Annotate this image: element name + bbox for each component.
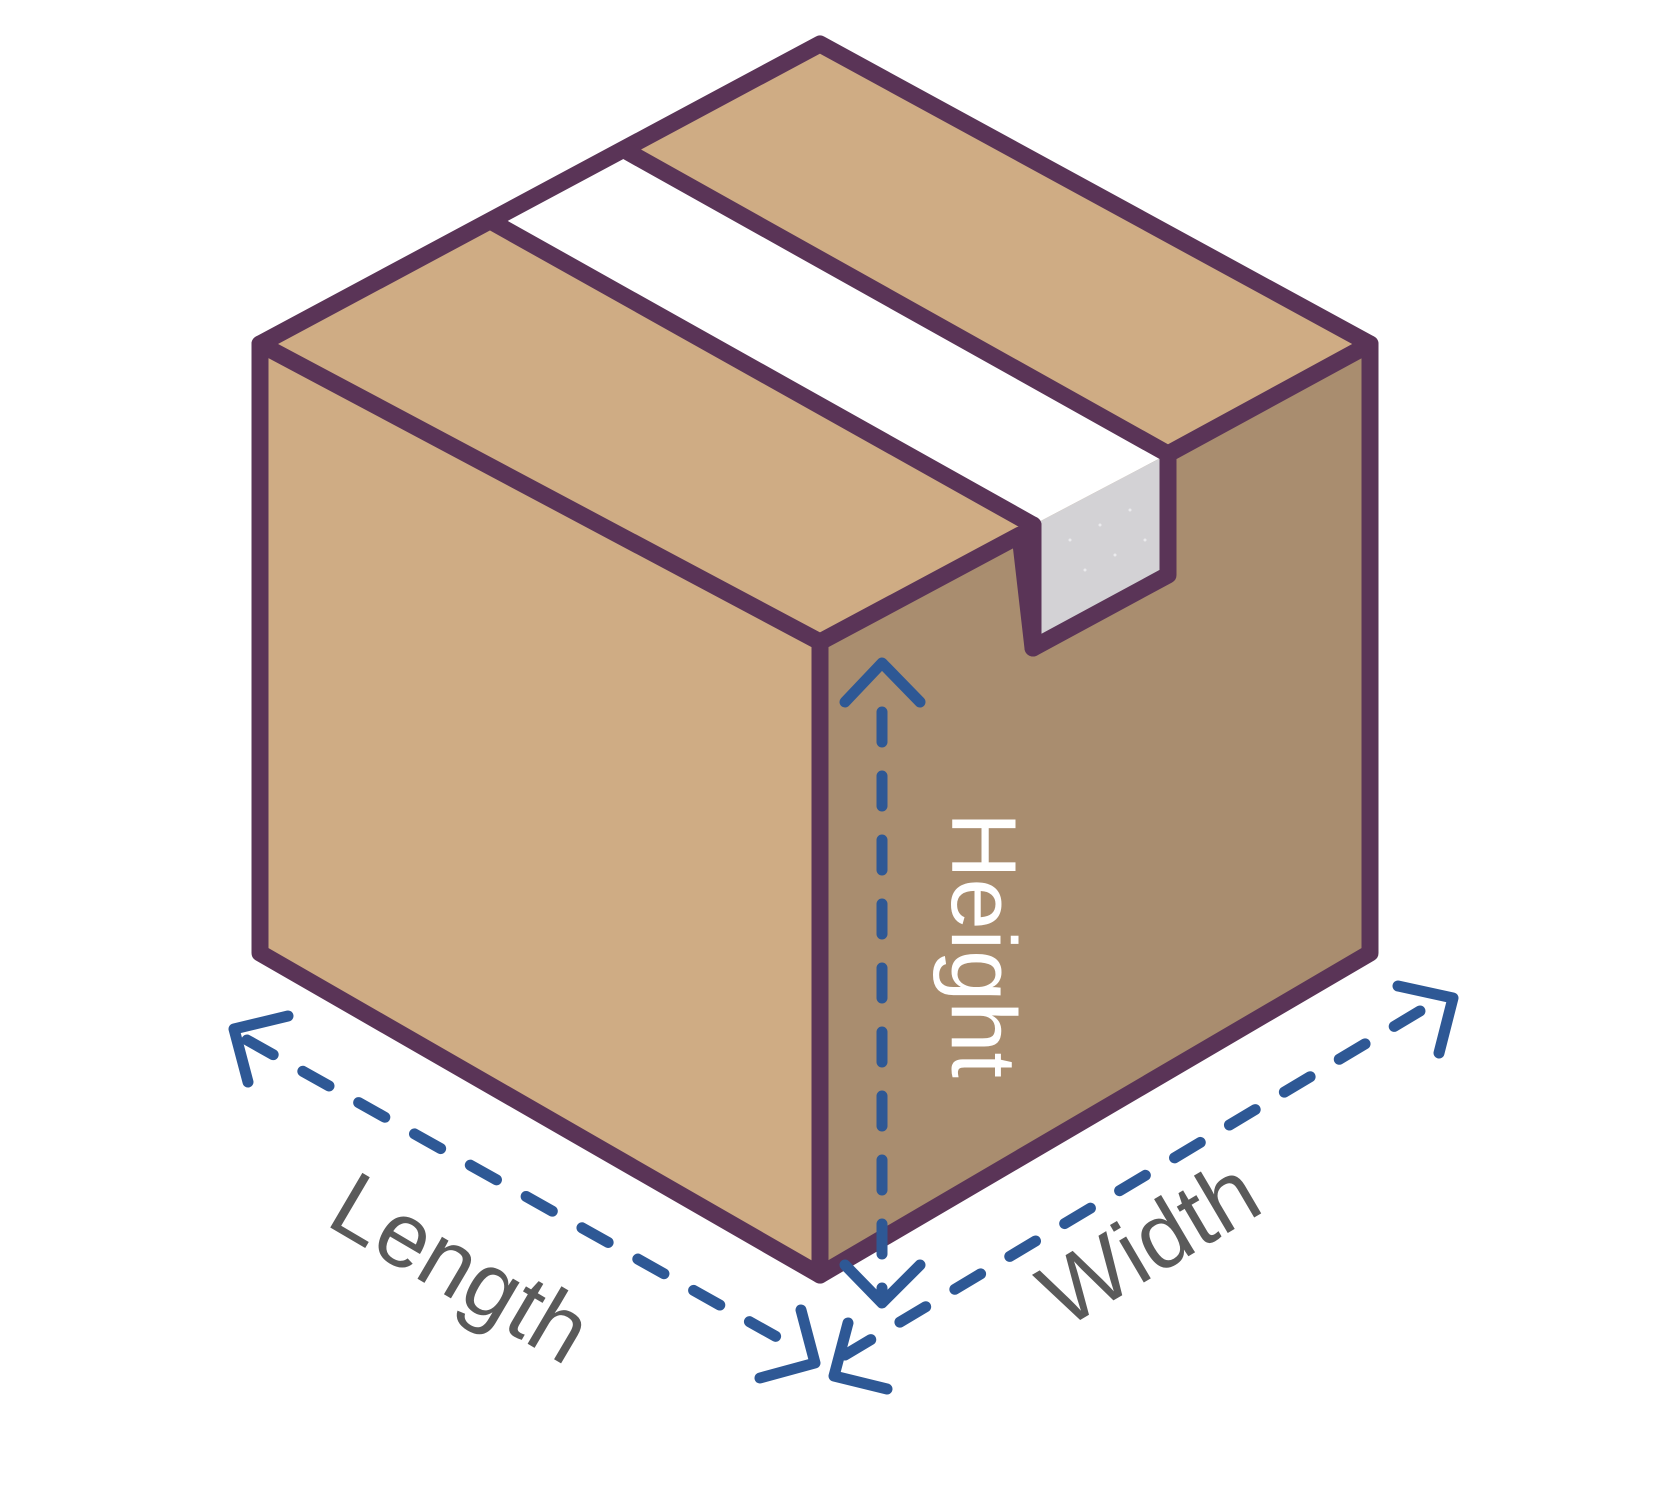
- tape-top-strip: [494, 152, 1168, 525]
- length-arrow: [228, 1010, 821, 1384]
- length-arrowhead-left: [228, 1010, 294, 1088]
- dimension-arrows: [228, 657, 1459, 1395]
- packing-tape-icon: [494, 152, 1168, 648]
- tape-side-flap: [1033, 454, 1168, 648]
- height-label: Height: [932, 812, 1034, 1078]
- length-arrowhead-right: [754, 1304, 821, 1384]
- width-label: Width: [1022, 1140, 1276, 1347]
- height-arrowhead-bottom: [839, 1259, 926, 1309]
- width-arrow: [828, 980, 1459, 1395]
- height-arrowhead-top: [839, 657, 926, 708]
- length-label: Length: [314, 1153, 608, 1384]
- width-arrowhead-right: [1392, 980, 1459, 1059]
- width-arrowhead-left: [828, 1317, 893, 1395]
- box-outline: [251, 35, 1379, 1284]
- cardboard-box-icon: [251, 35, 1379, 1284]
- height-arrow: [839, 657, 926, 1309]
- tape-texture-dots: [1068, 508, 1147, 572]
